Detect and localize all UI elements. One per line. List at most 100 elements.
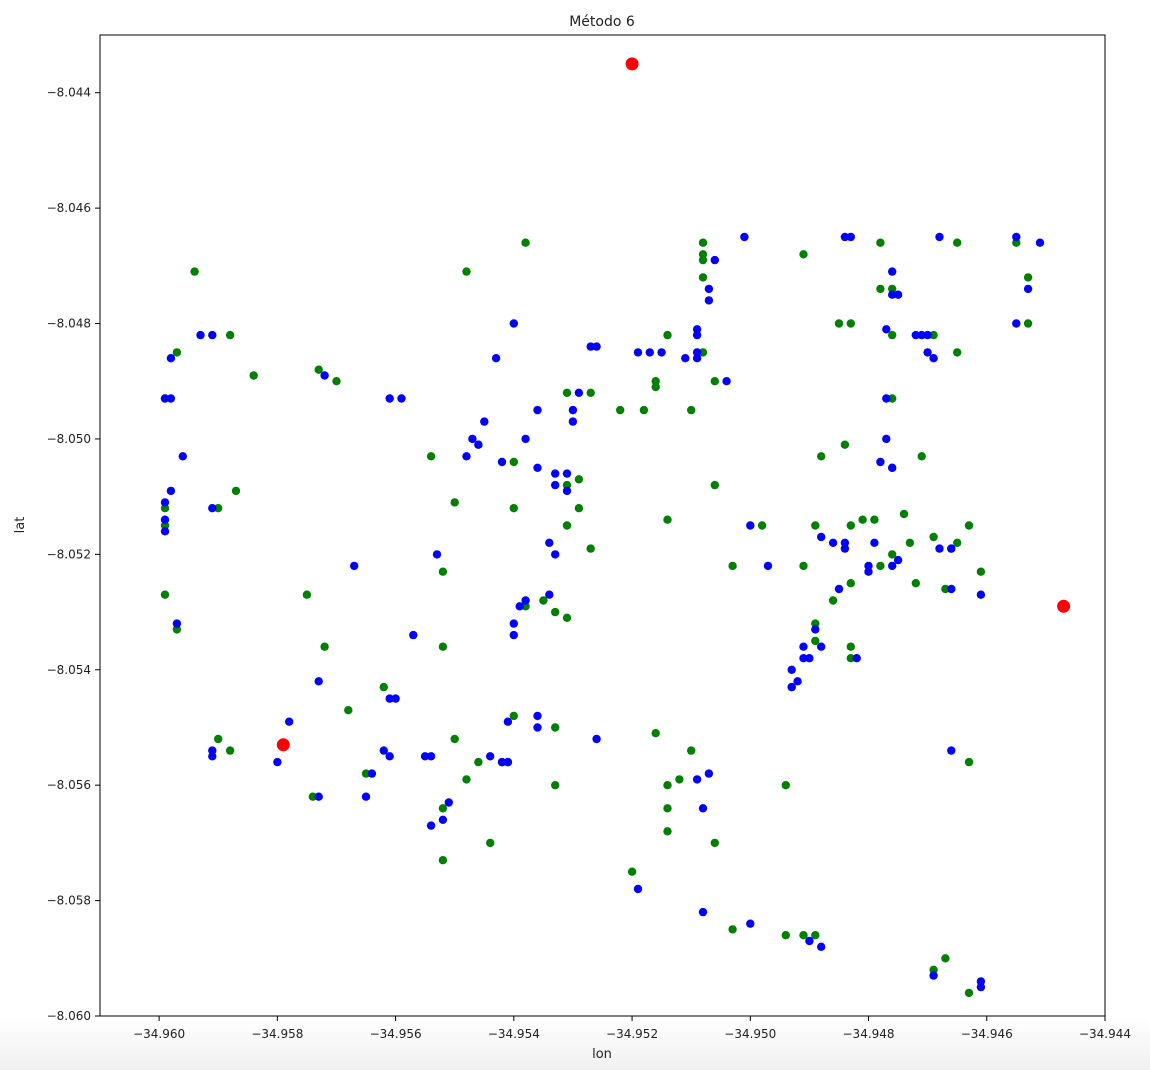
point-s1-114 [888, 463, 897, 472]
point-s1-6 [160, 515, 170, 524]
point-s0-57 [651, 377, 660, 386]
point-s0-30 [474, 757, 483, 767]
point-s1-58 [551, 469, 560, 478]
point-s1-118 [893, 290, 903, 299]
point-s1-60 [562, 469, 572, 478]
point-s1-52 [533, 723, 542, 732]
window-bottom-strip [0, 1018, 1150, 1070]
point-s0-52 [586, 544, 595, 553]
x-tick-label-8: −34.944 [1079, 1027, 1131, 1041]
point-s1-65 [586, 342, 595, 351]
point-s1-106 [852, 654, 861, 663]
point-s1-23 [385, 752, 394, 761]
point-s1-48 [515, 602, 524, 611]
point-s0-64 [675, 775, 684, 784]
point-s0-37 [509, 457, 518, 467]
point-s1-104 [840, 232, 850, 242]
point-s1-53 [533, 463, 542, 472]
point-s0-23 [438, 567, 448, 576]
point-s0-45 [562, 480, 572, 490]
point-s0-103 [888, 330, 897, 340]
point-s1-108 [864, 567, 873, 576]
point-s1-66 [592, 342, 601, 351]
point-s1-32 [432, 550, 442, 559]
point-s1-129 [947, 746, 956, 755]
point-s0-78 [781, 781, 790, 790]
point-s1-96 [811, 625, 820, 634]
point-s0-75 [728, 561, 737, 571]
point-s1-130 [947, 584, 956, 594]
point-s1-121 [917, 330, 926, 340]
point-s1-91 [793, 677, 802, 686]
y-tick-label-0: −8.044 [47, 86, 91, 100]
point-s1-76 [692, 330, 702, 340]
point-s0-5 [231, 486, 241, 496]
point-s0-9 [160, 590, 170, 599]
point-s0-3 [225, 330, 235, 340]
x-axis-label: lon [592, 1047, 612, 1062]
point-s1-70 [645, 348, 654, 357]
point-s0-107 [899, 509, 909, 519]
point-s1-34 [444, 798, 453, 807]
point-s1-135 [1012, 319, 1021, 328]
point-s1-35 [462, 452, 471, 461]
point-s0-109 [911, 579, 920, 588]
point-s1-107 [864, 561, 873, 571]
point-s0-120 [964, 521, 974, 530]
y-tick-label-4: −8.052 [47, 547, 91, 561]
point-s0-6 [160, 504, 170, 513]
x-tick-label-4: −34.952 [606, 1027, 658, 1041]
y-tick-label-3: −8.050 [47, 432, 91, 446]
y-tick-label-1: −8.046 [47, 201, 91, 215]
point-s1-25 [385, 394, 394, 403]
point-s0-59 [663, 515, 672, 524]
point-s1-117 [888, 290, 897, 299]
point-s1-92 [799, 654, 808, 663]
point-s0-126 [1023, 319, 1033, 328]
point-s1-137 [1035, 238, 1045, 247]
point-s0-73 [710, 480, 719, 490]
point-s1-105 [846, 232, 855, 242]
point-s0-92 [846, 319, 855, 328]
point-s0-123 [976, 567, 986, 576]
point-s0-93 [846, 521, 855, 530]
point-s0-26 [438, 804, 448, 813]
point-s1-41 [497, 457, 507, 467]
point-s1-127 [935, 232, 944, 242]
point-s1-62 [568, 405, 578, 415]
point-s2-1 [276, 738, 290, 752]
point-s1-8 [196, 330, 205, 340]
point-s0-100 [876, 284, 885, 294]
point-s1-9 [208, 330, 217, 340]
point-s1-133 [976, 590, 986, 599]
point-s0-56 [651, 382, 660, 392]
point-s1-90 [787, 665, 796, 674]
point-s1-46 [509, 619, 518, 628]
point-s1-10 [208, 504, 217, 513]
point-s1-74 [692, 354, 702, 363]
point-s1-63 [568, 417, 578, 426]
point-s1-126 [935, 544, 944, 553]
point-s0-0 [190, 267, 199, 276]
point-s1-73 [692, 348, 702, 357]
point-s1-122 [923, 330, 932, 340]
point-s0-20 [379, 682, 388, 692]
x-tick-label-2: −34.956 [370, 1027, 422, 1041]
point-s1-43 [503, 757, 513, 767]
point-s1-21 [367, 769, 377, 778]
point-s1-39 [486, 752, 495, 761]
point-s0-38 [521, 238, 530, 247]
point-s1-99 [817, 942, 826, 951]
point-s0-61 [663, 781, 672, 790]
point-s1-134 [1012, 232, 1021, 242]
point-s0-39 [521, 602, 530, 611]
point-s1-101 [834, 584, 844, 594]
point-s0-22 [426, 452, 436, 461]
point-s0-108 [905, 538, 915, 547]
y-axis: −8.044 −8.046 −8.048 −8.050 −8.052 −8.054 −8.0… [47, 86, 100, 1023]
point-s1-2 [166, 394, 176, 403]
point-s1-22 [379, 746, 388, 755]
point-s1-7 [160, 527, 170, 536]
point-s0-69 [698, 255, 708, 265]
